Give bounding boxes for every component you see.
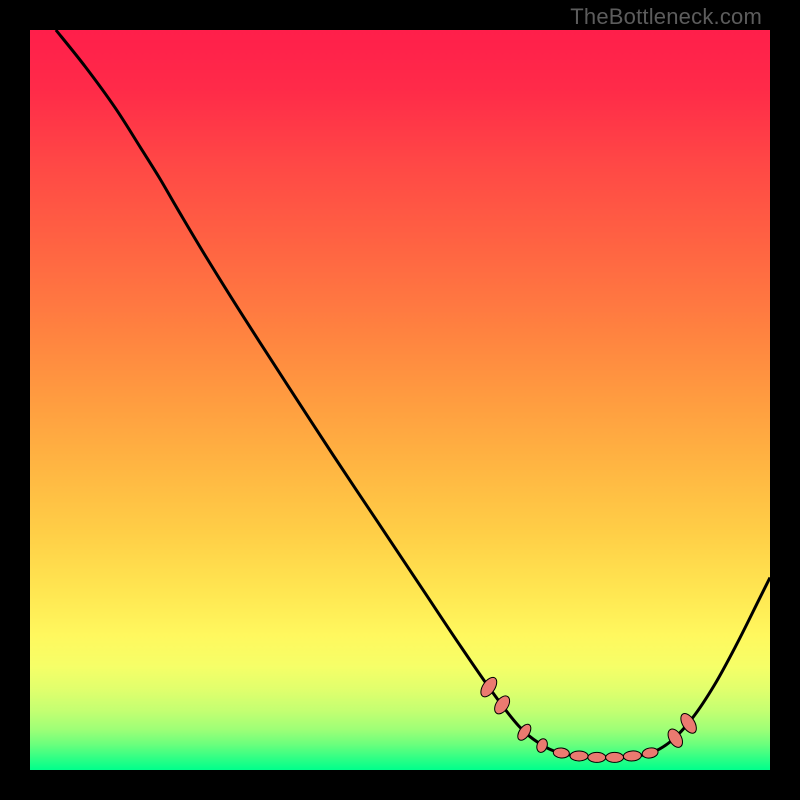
curve-marker (623, 750, 642, 761)
curve-marker (535, 737, 549, 754)
curve-marker (570, 751, 588, 761)
curve-marker (606, 752, 624, 762)
curve-marker (641, 747, 658, 760)
plot-overlay (30, 30, 770, 770)
watermark-text: TheBottleneck.com (570, 4, 762, 30)
curve-marker (588, 752, 606, 762)
bottleneck-curve (56, 30, 770, 758)
curve-marker (553, 747, 570, 758)
